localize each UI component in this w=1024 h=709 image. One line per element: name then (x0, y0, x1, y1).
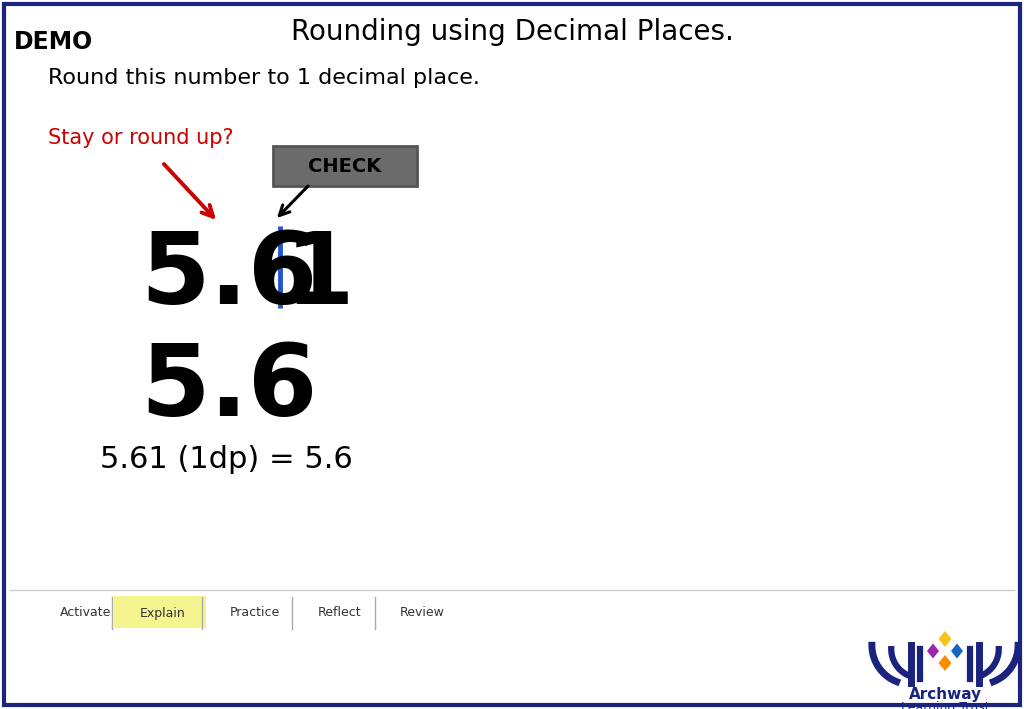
Text: Review: Review (400, 606, 444, 620)
Polygon shape (927, 644, 939, 659)
Text: 5.6: 5.6 (140, 340, 317, 437)
Text: Learning Trust: Learning Trust (901, 701, 989, 709)
Text: Reflect: Reflect (318, 606, 361, 620)
Text: CHECK: CHECK (308, 157, 382, 176)
Polygon shape (951, 644, 963, 659)
Text: 5.61 (1dp) = 5.6: 5.61 (1dp) = 5.6 (100, 445, 352, 474)
Text: 1: 1 (285, 228, 354, 325)
Text: Activate: Activate (60, 606, 112, 620)
Text: Stay or round up?: Stay or round up? (48, 128, 233, 148)
Text: DEMO: DEMO (14, 30, 93, 54)
Text: 5.6: 5.6 (140, 228, 317, 325)
FancyBboxPatch shape (273, 146, 417, 186)
Text: Rounding using Decimal Places.: Rounding using Decimal Places. (291, 18, 733, 46)
Text: Round this number to 1 decimal place.: Round this number to 1 decimal place. (48, 68, 480, 88)
Text: Practice: Practice (230, 606, 281, 620)
Text: Explain: Explain (140, 606, 185, 620)
Polygon shape (939, 655, 951, 671)
Polygon shape (939, 631, 951, 647)
Text: Archway: Archway (908, 687, 982, 702)
FancyBboxPatch shape (114, 596, 206, 628)
FancyBboxPatch shape (4, 4, 1020, 705)
